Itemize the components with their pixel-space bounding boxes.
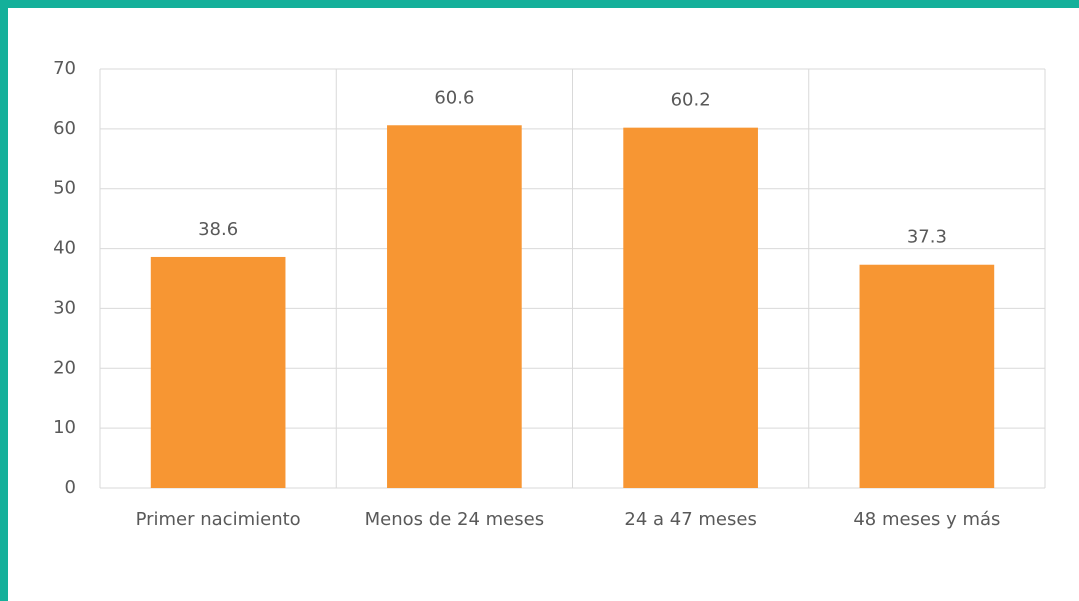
y-tick-label: 30 <box>53 297 76 318</box>
bar <box>623 127 758 488</box>
x-tick-label: 48 meses y más <box>853 509 1000 530</box>
frame-top <box>0 0 1079 8</box>
bar <box>150 256 286 488</box>
data-label: 60.2 <box>671 90 711 111</box>
y-tick-label: 40 <box>53 238 76 259</box>
x-tick-label: Menos de 24 meses <box>365 509 544 530</box>
data-label: 60.6 <box>434 87 474 108</box>
data-label: 38.6 <box>198 219 238 240</box>
y-tick-label: 10 <box>53 417 76 438</box>
y-tick-label: 60 <box>53 118 76 139</box>
x-tick-label: Primer nacimiento <box>136 509 301 530</box>
bar <box>859 264 995 488</box>
x-tick-label: 24 a 47 meses <box>624 509 756 530</box>
bar <box>387 125 522 488</box>
y-tick-label: 20 <box>53 357 76 378</box>
y-tick-label: 0 <box>65 477 76 498</box>
frame-left <box>0 0 8 601</box>
data-label: 37.3 <box>907 227 947 248</box>
y-tick-label: 70 <box>53 58 76 79</box>
y-tick-label: 50 <box>53 178 76 199</box>
